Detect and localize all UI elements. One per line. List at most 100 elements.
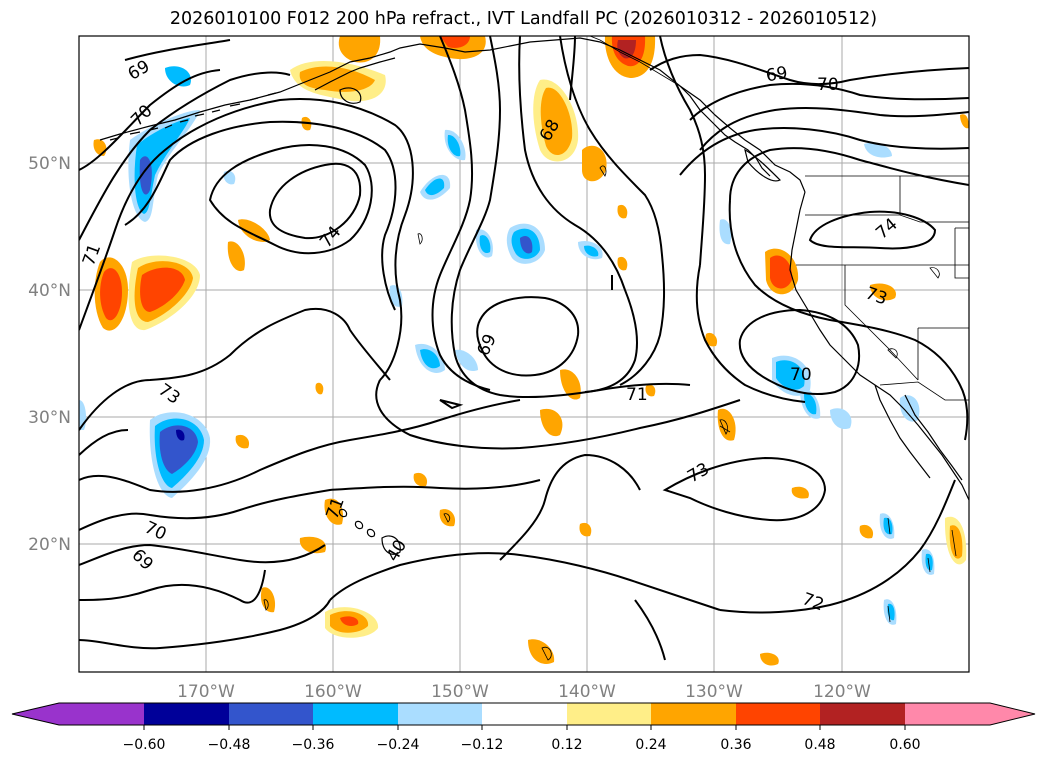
contour-line xyxy=(689,82,969,121)
contour-line xyxy=(79,98,414,381)
contour-line xyxy=(329,552,721,611)
contour-line xyxy=(559,36,666,386)
contour-line xyxy=(439,399,464,410)
positive-anomaly-patch xyxy=(705,332,718,347)
negative-anomaly-patch xyxy=(925,553,933,571)
positive-anomaly-patch xyxy=(540,408,563,437)
positive-anomaly-patch xyxy=(870,283,896,301)
contour-label: 69 xyxy=(764,63,789,86)
positive-anomaly-patch xyxy=(315,382,324,395)
contour-line xyxy=(634,599,666,661)
latitude-labels: 50°N 40°N 30°N 20°N xyxy=(28,154,71,555)
lon-label: 160°W xyxy=(304,682,362,702)
colorbar-bin xyxy=(398,703,482,725)
baja-peninsula xyxy=(874,384,931,479)
lat-label: 30°N xyxy=(28,408,71,428)
contour-line xyxy=(431,36,491,391)
contour-line xyxy=(79,399,521,493)
kodiak-island xyxy=(339,87,362,104)
contour-line xyxy=(79,69,221,171)
colorbar-bin xyxy=(736,703,820,725)
positive-anomaly-patch xyxy=(235,434,250,449)
longitude-labels: 170°W 160°W 150°W 140°W 130°W 120°W xyxy=(177,682,871,702)
colorbar: −0.60 −0.48 −0.36 −0.24 −0.12 0.12 0.24 … xyxy=(11,702,1036,753)
coastlines xyxy=(99,37,969,555)
negative-anomaly-patch xyxy=(584,245,599,257)
political-boundaries xyxy=(589,36,969,401)
alaska-canada-border xyxy=(589,36,681,87)
us-mexico-border xyxy=(879,381,969,401)
positive-anomaly-patch xyxy=(582,145,607,182)
negative-anomaly-patch xyxy=(420,349,440,369)
negative-anomaly-patch xyxy=(864,142,892,158)
colorbar-bin xyxy=(567,703,651,725)
contour-label: 70 xyxy=(790,365,812,385)
colorbar-tick-label: −0.48 xyxy=(208,737,251,753)
positive-anomaly-patch xyxy=(413,472,428,487)
contour-line xyxy=(79,71,291,241)
positive-anomaly-patch xyxy=(528,639,555,664)
positive-anomaly-patch xyxy=(760,652,779,666)
negative-anomaly-patch xyxy=(719,219,732,245)
colorbar-extend-low xyxy=(12,703,59,725)
map-plot-area xyxy=(79,36,969,672)
lon-label: 130°W xyxy=(685,682,743,702)
contour-line xyxy=(79,543,326,566)
hawaii-big-island xyxy=(381,535,401,555)
colorbar-bin xyxy=(905,703,990,725)
contour-line xyxy=(79,599,331,650)
anomaly-outlines xyxy=(263,165,957,661)
positive-anomaly-patch xyxy=(260,587,276,613)
colorbar-outline xyxy=(11,702,1036,726)
negative-anomaly-patch xyxy=(830,408,852,430)
negative-anomaly-patch xyxy=(883,517,893,535)
positive-anomaly-patch xyxy=(859,524,874,539)
hawaii-small-islands xyxy=(338,508,376,538)
positive-anomaly-patch xyxy=(791,486,809,499)
contour-line xyxy=(476,296,580,377)
refractivity-fill xyxy=(79,36,969,666)
contour-line xyxy=(208,144,373,255)
colorbar-tick-label: 0.60 xyxy=(889,737,920,753)
colorbar-bin xyxy=(651,703,736,725)
positive-anomaly-patch xyxy=(617,40,636,59)
refractivity-contours xyxy=(79,36,969,661)
colorbar-tick-label: 0.36 xyxy=(720,737,751,753)
positive-anomaly-patch xyxy=(140,267,185,312)
contour-line xyxy=(679,127,969,176)
contour-line xyxy=(518,36,638,393)
lat-label: 20°N xyxy=(28,535,71,555)
colorbar-bin xyxy=(229,703,313,725)
negative-anomaly-patch xyxy=(389,285,403,307)
colorbar-bin xyxy=(313,703,398,725)
lat-label: 40°N xyxy=(28,281,71,301)
west-us-coast xyxy=(789,191,969,501)
negative-anomaly-patch xyxy=(176,429,185,441)
contour-line xyxy=(738,308,860,396)
contour-line xyxy=(79,429,129,456)
colorbar-ticks xyxy=(143,725,906,730)
positive-anomaly-patch xyxy=(324,498,344,525)
contour-line xyxy=(695,264,806,403)
contour-line xyxy=(699,106,969,151)
negative-anomaly-patch xyxy=(479,235,491,254)
colorbar-tick-label: −0.60 xyxy=(123,737,166,753)
positive-anomaly-patch xyxy=(299,66,375,92)
contour-line xyxy=(569,36,576,101)
aleutian-islands xyxy=(109,92,277,141)
contour-line xyxy=(649,53,969,86)
positive-anomaly-patch xyxy=(579,522,592,537)
state-boundary-az xyxy=(917,327,969,380)
negative-anomaly-patch xyxy=(447,134,461,157)
contour-line xyxy=(659,36,707,266)
positive-anomaly-patch xyxy=(238,219,270,242)
contour-label: 71 xyxy=(626,385,648,405)
positive-anomaly-patch xyxy=(439,509,456,527)
lon-label: 150°W xyxy=(431,682,489,702)
alaska-peninsula-outline xyxy=(314,57,396,91)
contour-line xyxy=(719,479,956,614)
lon-label: 120°W xyxy=(813,682,871,702)
lat-label: 50°N xyxy=(28,154,71,174)
positive-anomaly-patch xyxy=(770,255,793,289)
